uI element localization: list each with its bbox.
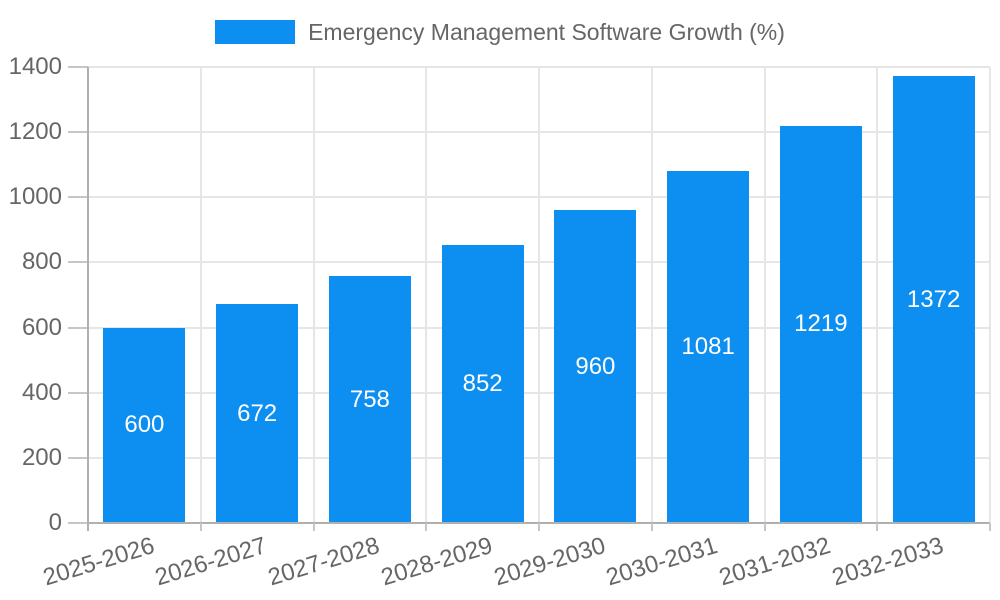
- y-axis-tick: [68, 456, 88, 459]
- x-axis-label: 2030-2031: [603, 532, 722, 592]
- x-axis-tick: [989, 523, 991, 531]
- x-axis-label: 2027-2028: [265, 532, 383, 592]
- y-axis-tick: [68, 66, 88, 68]
- bar-value-label: 672: [237, 399, 278, 427]
- x-axis-tick: [199, 523, 202, 531]
- bar-value-label: 960: [575, 352, 616, 380]
- x-axis-tick: [538, 523, 540, 531]
- legend-label: Emergency Management Software Growth (%): [308, 18, 785, 45]
- bar[interactable]: [441, 245, 524, 523]
- bar-value-label: 1219: [794, 310, 848, 338]
- chart-legend[interactable]: Emergency Management Software Growth (%): [0, 17, 1000, 47]
- bar[interactable]: [779, 125, 862, 523]
- x-axis-tick: [876, 523, 879, 531]
- bar-value-label: 1372: [906, 285, 961, 313]
- bar[interactable]: [328, 276, 411, 523]
- bar-value-label: 758: [349, 385, 390, 413]
- y-axis-label: 200: [21, 443, 62, 471]
- x-gridline: [989, 67, 991, 523]
- legend-swatch-icon: [215, 20, 296, 44]
- x-axis-tick: [425, 523, 428, 531]
- y-axis-line: [87, 67, 89, 523]
- bar-value-label: 600: [124, 411, 165, 439]
- y-axis-label: 0: [48, 509, 62, 536]
- x-gridline: [650, 67, 653, 523]
- x-axis-label: 2029-2030: [490, 532, 609, 592]
- y-axis-tick: [68, 391, 88, 394]
- y-axis-label: 400: [21, 378, 62, 406]
- x-axis-label: 2026-2027: [152, 532, 271, 592]
- bar[interactable]: [554, 210, 637, 523]
- y-axis-label: 1000: [8, 183, 62, 211]
- x-gridline: [876, 67, 879, 523]
- bar[interactable]: [103, 327, 186, 523]
- x-axis-tick: [763, 523, 766, 531]
- bar[interactable]: [667, 170, 750, 523]
- x-axis-tick: [650, 523, 653, 531]
- x-gridline: [312, 67, 315, 523]
- bar-value-label: 1081: [681, 332, 735, 360]
- y-axis-label: 800: [21, 248, 62, 276]
- y-axis-label: 1200: [8, 118, 62, 146]
- y-axis-tick: [68, 522, 88, 524]
- bar[interactable]: [216, 304, 299, 523]
- y-axis-tick: [68, 196, 88, 199]
- bar-value-label: 852: [462, 370, 503, 398]
- y-axis-label: 600: [21, 313, 62, 341]
- x-axis-label: 2028-2029: [377, 532, 496, 592]
- x-gridline: [199, 67, 202, 523]
- x-axis-tick: [87, 523, 89, 531]
- y-axis-tick: [68, 326, 88, 329]
- x-axis-label: 2025-2026: [39, 532, 158, 592]
- x-axis-tick: [312, 523, 315, 531]
- bar[interactable]: [892, 76, 975, 523]
- y-axis-label: 1400: [8, 53, 62, 80]
- x-axis-label: 2031-2032: [716, 532, 834, 592]
- x-gridline: [425, 67, 428, 523]
- x-gridline: [538, 67, 540, 523]
- y-axis-tick: [68, 131, 88, 134]
- x-axis-label: 2032-2033: [828, 532, 947, 592]
- y-axis-tick: [68, 261, 88, 264]
- x-gridline: [763, 67, 766, 523]
